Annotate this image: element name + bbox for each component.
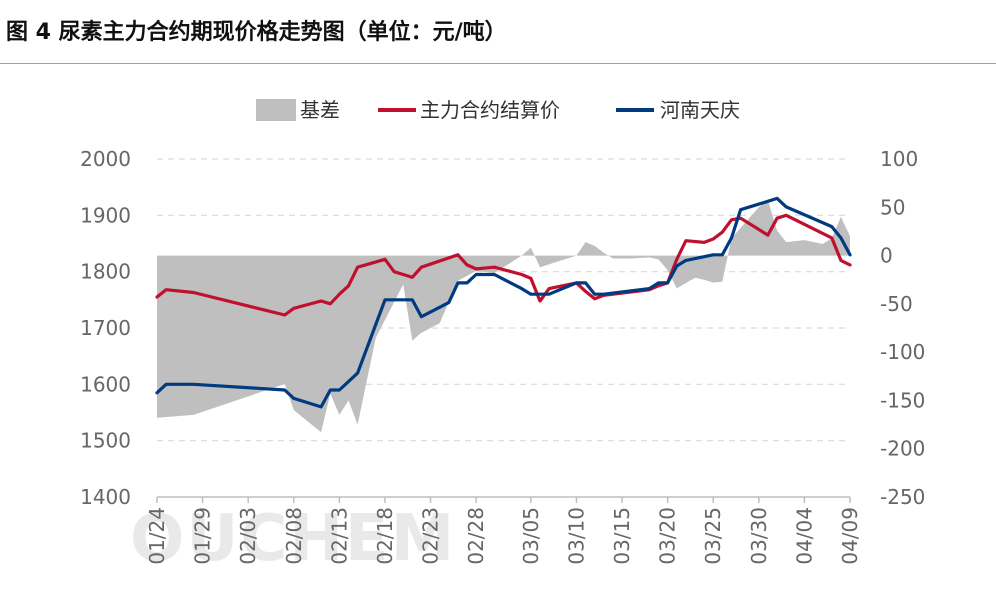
x-tick-label: 03/30 [747, 507, 771, 565]
y-right-tick-label: -50 [880, 292, 913, 316]
y-right-tick-label: -200 [880, 437, 925, 461]
x-tick-label: 01/24 [145, 507, 169, 565]
henan-tianqing-line [155, 196, 852, 409]
title-divider [0, 63, 996, 64]
x-tick-label: 03/10 [564, 507, 588, 565]
x-tick-label: 02/18 [373, 507, 397, 565]
legend-label-spot: 河南天庆 [660, 98, 740, 122]
futures-price-line [155, 213, 852, 317]
y-left-tick-label: 1500 [80, 429, 131, 453]
x-tick-label: 04/04 [792, 507, 816, 565]
series-layer [155, 196, 852, 433]
x-tick-label: 02/03 [236, 507, 260, 565]
y-right-tick-label: -250 [880, 485, 925, 509]
axes: 01/24 01/29 02/03 02/08 02/13 02/18 02/23 02/28… [80, 147, 925, 565]
legend-label-basis: 基差 [300, 98, 340, 122]
legend-label-futures: 主力合约结算价 [420, 98, 560, 122]
basis-area [157, 200, 850, 433]
y-left-tick-label: 1400 [80, 485, 131, 509]
x-tick-label: 02/13 [327, 507, 351, 565]
x-tick-label: 03/20 [656, 507, 680, 565]
y-left-tick-label: 1800 [80, 260, 131, 284]
y-left-tick-label: 2000 [80, 147, 131, 171]
y-left-tick-label: 1700 [80, 316, 131, 340]
x-tick-label: 04/09 [838, 507, 862, 565]
x-tick-label: 03/05 [519, 507, 543, 565]
watermark: OUCHEM [130, 502, 456, 576]
y-right-tick-label: 0 [880, 244, 893, 268]
x-tick-label: 02/08 [282, 507, 306, 565]
y-right-tick-label: -150 [880, 388, 925, 412]
chart-legend: 基差 主力合约结算价 河南天庆 [256, 98, 740, 122]
y-right-tick-label: -100 [880, 340, 925, 364]
y-left-tick-label: 1900 [80, 203, 131, 227]
y-right-tick-label: 50 [880, 195, 905, 219]
y-left-tick-label: 1600 [80, 372, 131, 396]
page-title: 图 4 尿素主力合约期现价格走势图（单位：元/吨） [6, 20, 507, 45]
y-right-tick-label: 100 [880, 147, 918, 171]
x-tick-label: 02/23 [419, 507, 443, 565]
legend-swatch-basis [256, 99, 296, 121]
x-tick-label: 01/29 [191, 507, 215, 565]
x-tick-label: 02/28 [464, 507, 488, 565]
x-tick-label: 03/15 [610, 507, 634, 565]
x-tick-label: 03/25 [701, 507, 725, 565]
